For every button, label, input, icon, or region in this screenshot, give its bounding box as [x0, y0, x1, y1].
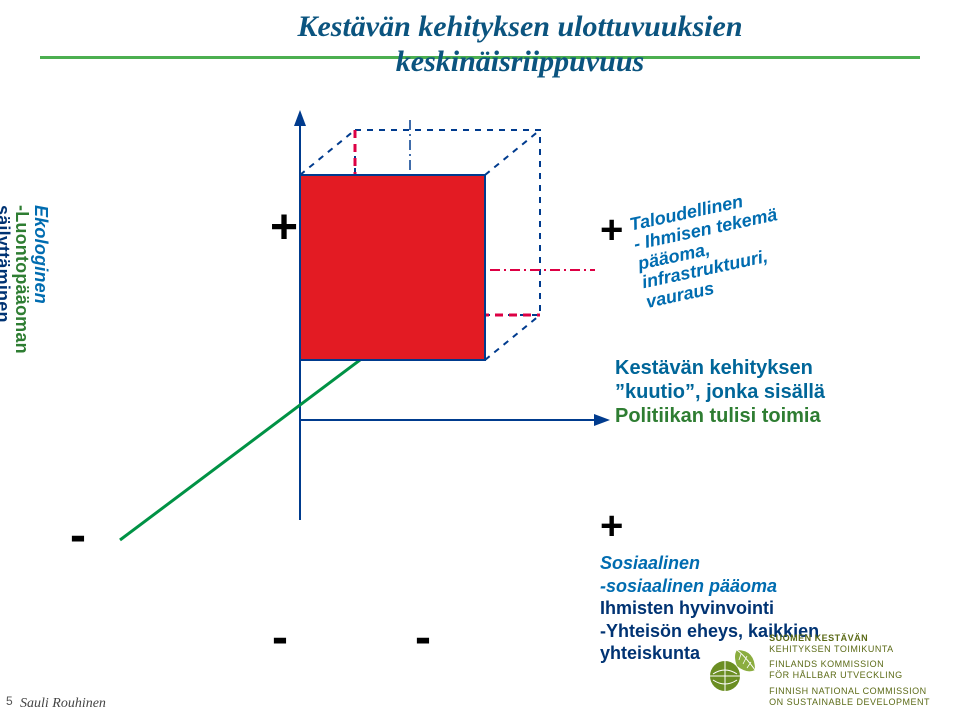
- plus-top-left: +: [270, 200, 298, 255]
- commission-logo-text: SUOMEN KESTÄVÄN KEHITYKSEN TOIMIKUNTA FI…: [769, 633, 930, 709]
- footer-author: Sauli Rouhinen: [20, 696, 106, 712]
- logo-t4: FÖR HÅLLBAR UTVECKLING: [769, 670, 930, 681]
- cube-caption: Kestävän kehityksen ”kuutio”, jonka sisä…: [615, 356, 825, 428]
- minus-bottom-2: -: [415, 610, 431, 665]
- plus-top-right: +: [600, 208, 623, 253]
- logo-t5: FINNISH NATIONAL COMMISSION: [769, 686, 930, 697]
- cube-svg: [10, 100, 950, 590]
- soc-l1: Sosiaalinen: [600, 552, 819, 575]
- logo-t1: SUOMEN KESTÄVÄN: [769, 633, 930, 644]
- title-line-2: keskinäisriippuvuus: [396, 45, 644, 78]
- soc-l3: Ihmisten hyvinvointi: [600, 597, 819, 620]
- cube-cap-1: Kestävän kehityksen: [615, 356, 825, 380]
- title-line-1: Kestävän kehityksen ulottuvuuksien: [297, 10, 742, 43]
- cube-diagram: Ekologinen -Luontopääoman säilyttäminen,…: [10, 100, 950, 590]
- minus-left: -: [70, 508, 86, 563]
- logo-t2: KEHITYKSEN TOIMIKUNTA: [769, 644, 930, 655]
- minus-bottom-1: -: [272, 610, 288, 665]
- page-title: Kestävän kehityksen ulottuvuuksien keski…: [120, 10, 920, 79]
- globe-leaf-icon: [707, 644, 759, 696]
- soc-l2: -sosiaalinen pääoma: [600, 575, 819, 598]
- logo-t6: ON SUSTAINABLE DEVELOPMENT: [769, 697, 930, 708]
- cube-cap-3: Politiikan tulisi toimia: [615, 404, 825, 428]
- logo-t3: FINLANDS KOMMISSION: [769, 659, 930, 670]
- commission-logo: SUOMEN KESTÄVÄN KEHITYKSEN TOIMIKUNTA FI…: [707, 633, 930, 709]
- cube-cap-2: ”kuutio”, jonka sisällä: [615, 380, 825, 404]
- page-number: 5: [6, 694, 13, 708]
- plus-bottom-right: +: [600, 504, 623, 549]
